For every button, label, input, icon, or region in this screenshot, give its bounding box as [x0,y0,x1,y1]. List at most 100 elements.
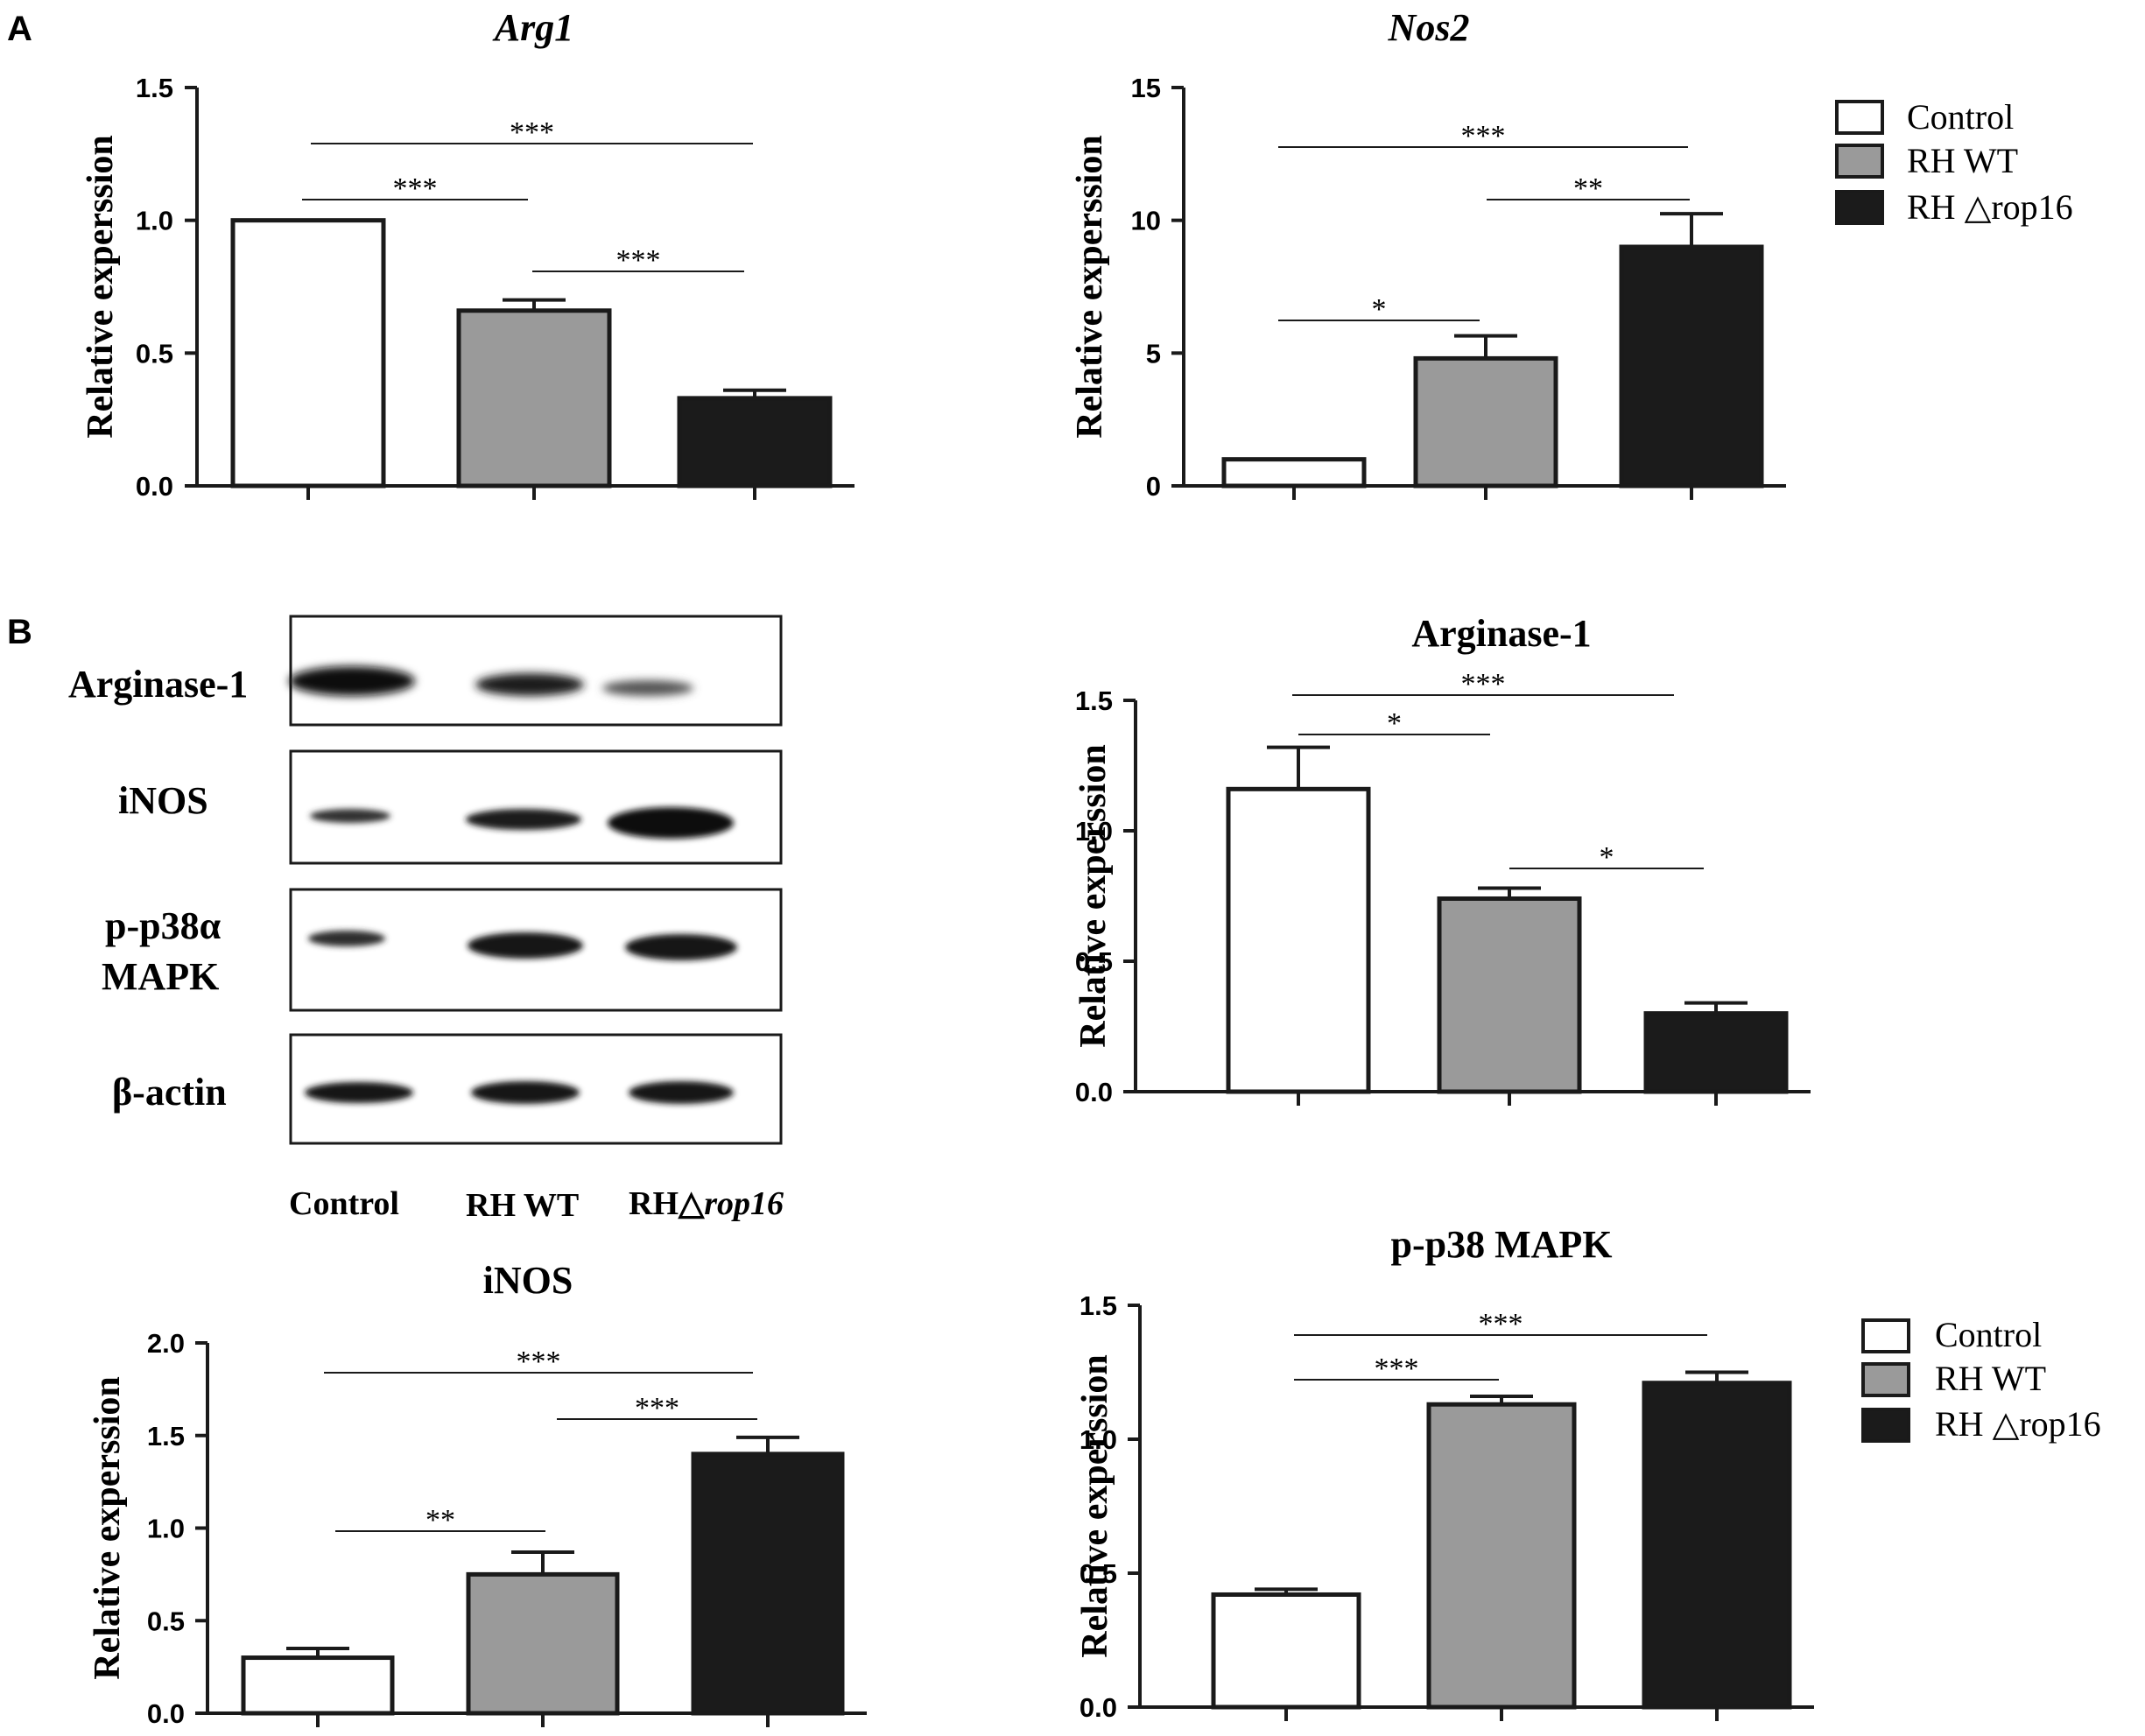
lane-label-control: Control [289,1185,399,1222]
bar-rh-wt [456,308,612,488]
blot-band [602,680,693,696]
bar-rh-rop16 [691,1451,845,1716]
significance-label: *** [635,1392,679,1424]
blot-band [608,807,734,839]
y-tick-label: 1.0 [1080,1424,1117,1455]
y-axis-label: Relative experssion [1070,135,1110,438]
blot-band [289,666,415,696]
legend-swatch-rh-wt [1835,144,1884,179]
blot-band [466,809,581,830]
significance-label: * [1372,293,1387,326]
y-tick-label: 15 [1131,73,1161,103]
western-blot: Arginase-1 iNOS p-p38α MAPK β-actin Cont… [68,615,784,1224]
chart-arginase: Arginase-1 Relative experssion 0.0 0.5 1.0 1.… [1073,612,1811,1107]
blot-band [471,1081,580,1104]
chart-p38: p-p38 MAPK Relative experssion 0.0 0.5 1.0 1.… [1075,1223,1814,1723]
bar-control [241,1655,395,1716]
significance-label: *** [616,244,661,277]
significance-label: * [1600,841,1614,874]
y-tick-label: 0 [1146,471,1161,502]
legend-swatch-control [1835,100,1884,135]
y-tick-label: 0.5 [147,1606,185,1636]
y-tick-label: 0.5 [1075,946,1113,977]
legend-top: Control RH WT RH △rop16 [1835,97,2073,227]
y-tick-label: 0.0 [147,1698,185,1729]
y-axis-label: Relative experssion [1073,744,1114,1047]
legend-swatch-rh-rop16 [1861,1408,1910,1443]
bar-control [1226,786,1371,1094]
bar-rh-wt [1413,355,1558,488]
blot-label-p38: p-p38α [105,904,222,947]
blot-band [468,932,583,959]
y-tick-label: 1.5 [1080,1290,1117,1321]
y-axis-label: Relative experssion [81,135,121,438]
significance-label: ** [1573,172,1603,205]
y-tick-label: 0.5 [136,338,173,369]
chart-arg1: Arg1 Relative experssion 0.0 0.5 1.0 1.5 *** **… [81,6,854,502]
blot-label-inos: iNOS [118,779,208,822]
bar-rh-rop16 [1642,1381,1792,1710]
y-tick-label: 1.5 [136,73,173,103]
legend-label-control: Control [1935,1315,2042,1354]
significance-label: * [1387,707,1402,740]
blot-label-arginase: Arginase-1 [68,663,248,706]
significance-label: *** [1461,668,1506,700]
bar-rh-rop16 [1643,1011,1789,1094]
bar-rh-rop16 [1619,244,1764,488]
chart-title: Arginase-1 [1411,612,1591,655]
blot-strip-inos [289,749,783,865]
y-tick-label: 0.5 [1080,1558,1117,1589]
y-tick-label: 5 [1146,338,1161,369]
lane-label-rh-wt: RH WT [466,1187,579,1224]
legend-label-rh-rop16: RH △rop16 [1935,1404,2101,1444]
y-tick-label: 1.0 [136,206,173,236]
bar-rh-wt [1437,896,1582,1094]
chart-title: p-p38 MAPK [1391,1223,1613,1266]
blot-label-actin: β-actin [112,1071,227,1114]
blot-label-mapk: MAPK [102,955,219,998]
blot-band [308,931,385,946]
legend-swatch-rh-wt [1861,1362,1910,1397]
legend-swatch-control [1861,1318,1910,1353]
lane-label-rh-rop16: RH△rop16 [629,1185,784,1222]
blot-band [310,809,390,823]
bar-control [1221,457,1367,488]
significance-label: *** [510,116,554,149]
legend-label-rh-rop16: RH △rop16 [1907,187,2073,227]
bar-control [230,218,386,488]
y-tick-label: 1.0 [147,1514,185,1544]
blot-band [629,1081,734,1104]
bar-rh-rop16 [677,396,833,488]
blot-band [625,934,737,960]
chart-title: iNOS [483,1259,573,1302]
chart-title: Nos2 [1388,6,1470,49]
blot-band [475,673,584,696]
y-tick-label: 10 [1131,206,1161,236]
y-tick-label: 2.0 [147,1328,185,1359]
y-tick-label: 1.0 [1075,816,1113,847]
bar-control [1211,1592,1361,1710]
chart-inos: iNOS Relative experssion 0.0 0.5 1.0 1.5 2.0 **… [88,1259,867,1729]
panel-label-a: A [7,10,32,48]
y-tick-label: 0.0 [1080,1692,1117,1723]
y-axis-label: Relative experssion [1075,1354,1115,1657]
bar-rh-wt [1426,1402,1577,1710]
y-tick-label: 0.0 [1075,1077,1113,1107]
blot-band [305,1082,413,1103]
legend-label-control: Control [1907,97,2014,137]
legend-swatch-rh-rop16 [1835,190,1884,225]
bar-rh-wt [466,1571,620,1716]
y-tick-label: 1.5 [1075,685,1113,716]
legend-label-rh-wt: RH WT [1935,1359,2046,1398]
significance-label: *** [1461,120,1506,152]
legend-label-rh-wt: RH WT [1907,141,2018,180]
y-tick-label: 1.5 [147,1421,185,1451]
significance-label: *** [393,172,438,205]
significance-label: *** [517,1346,561,1378]
chart-title: Arg1 [492,6,573,49]
panel-label-b: B [7,613,32,651]
y-axis-label: Relative experssion [88,1376,128,1679]
